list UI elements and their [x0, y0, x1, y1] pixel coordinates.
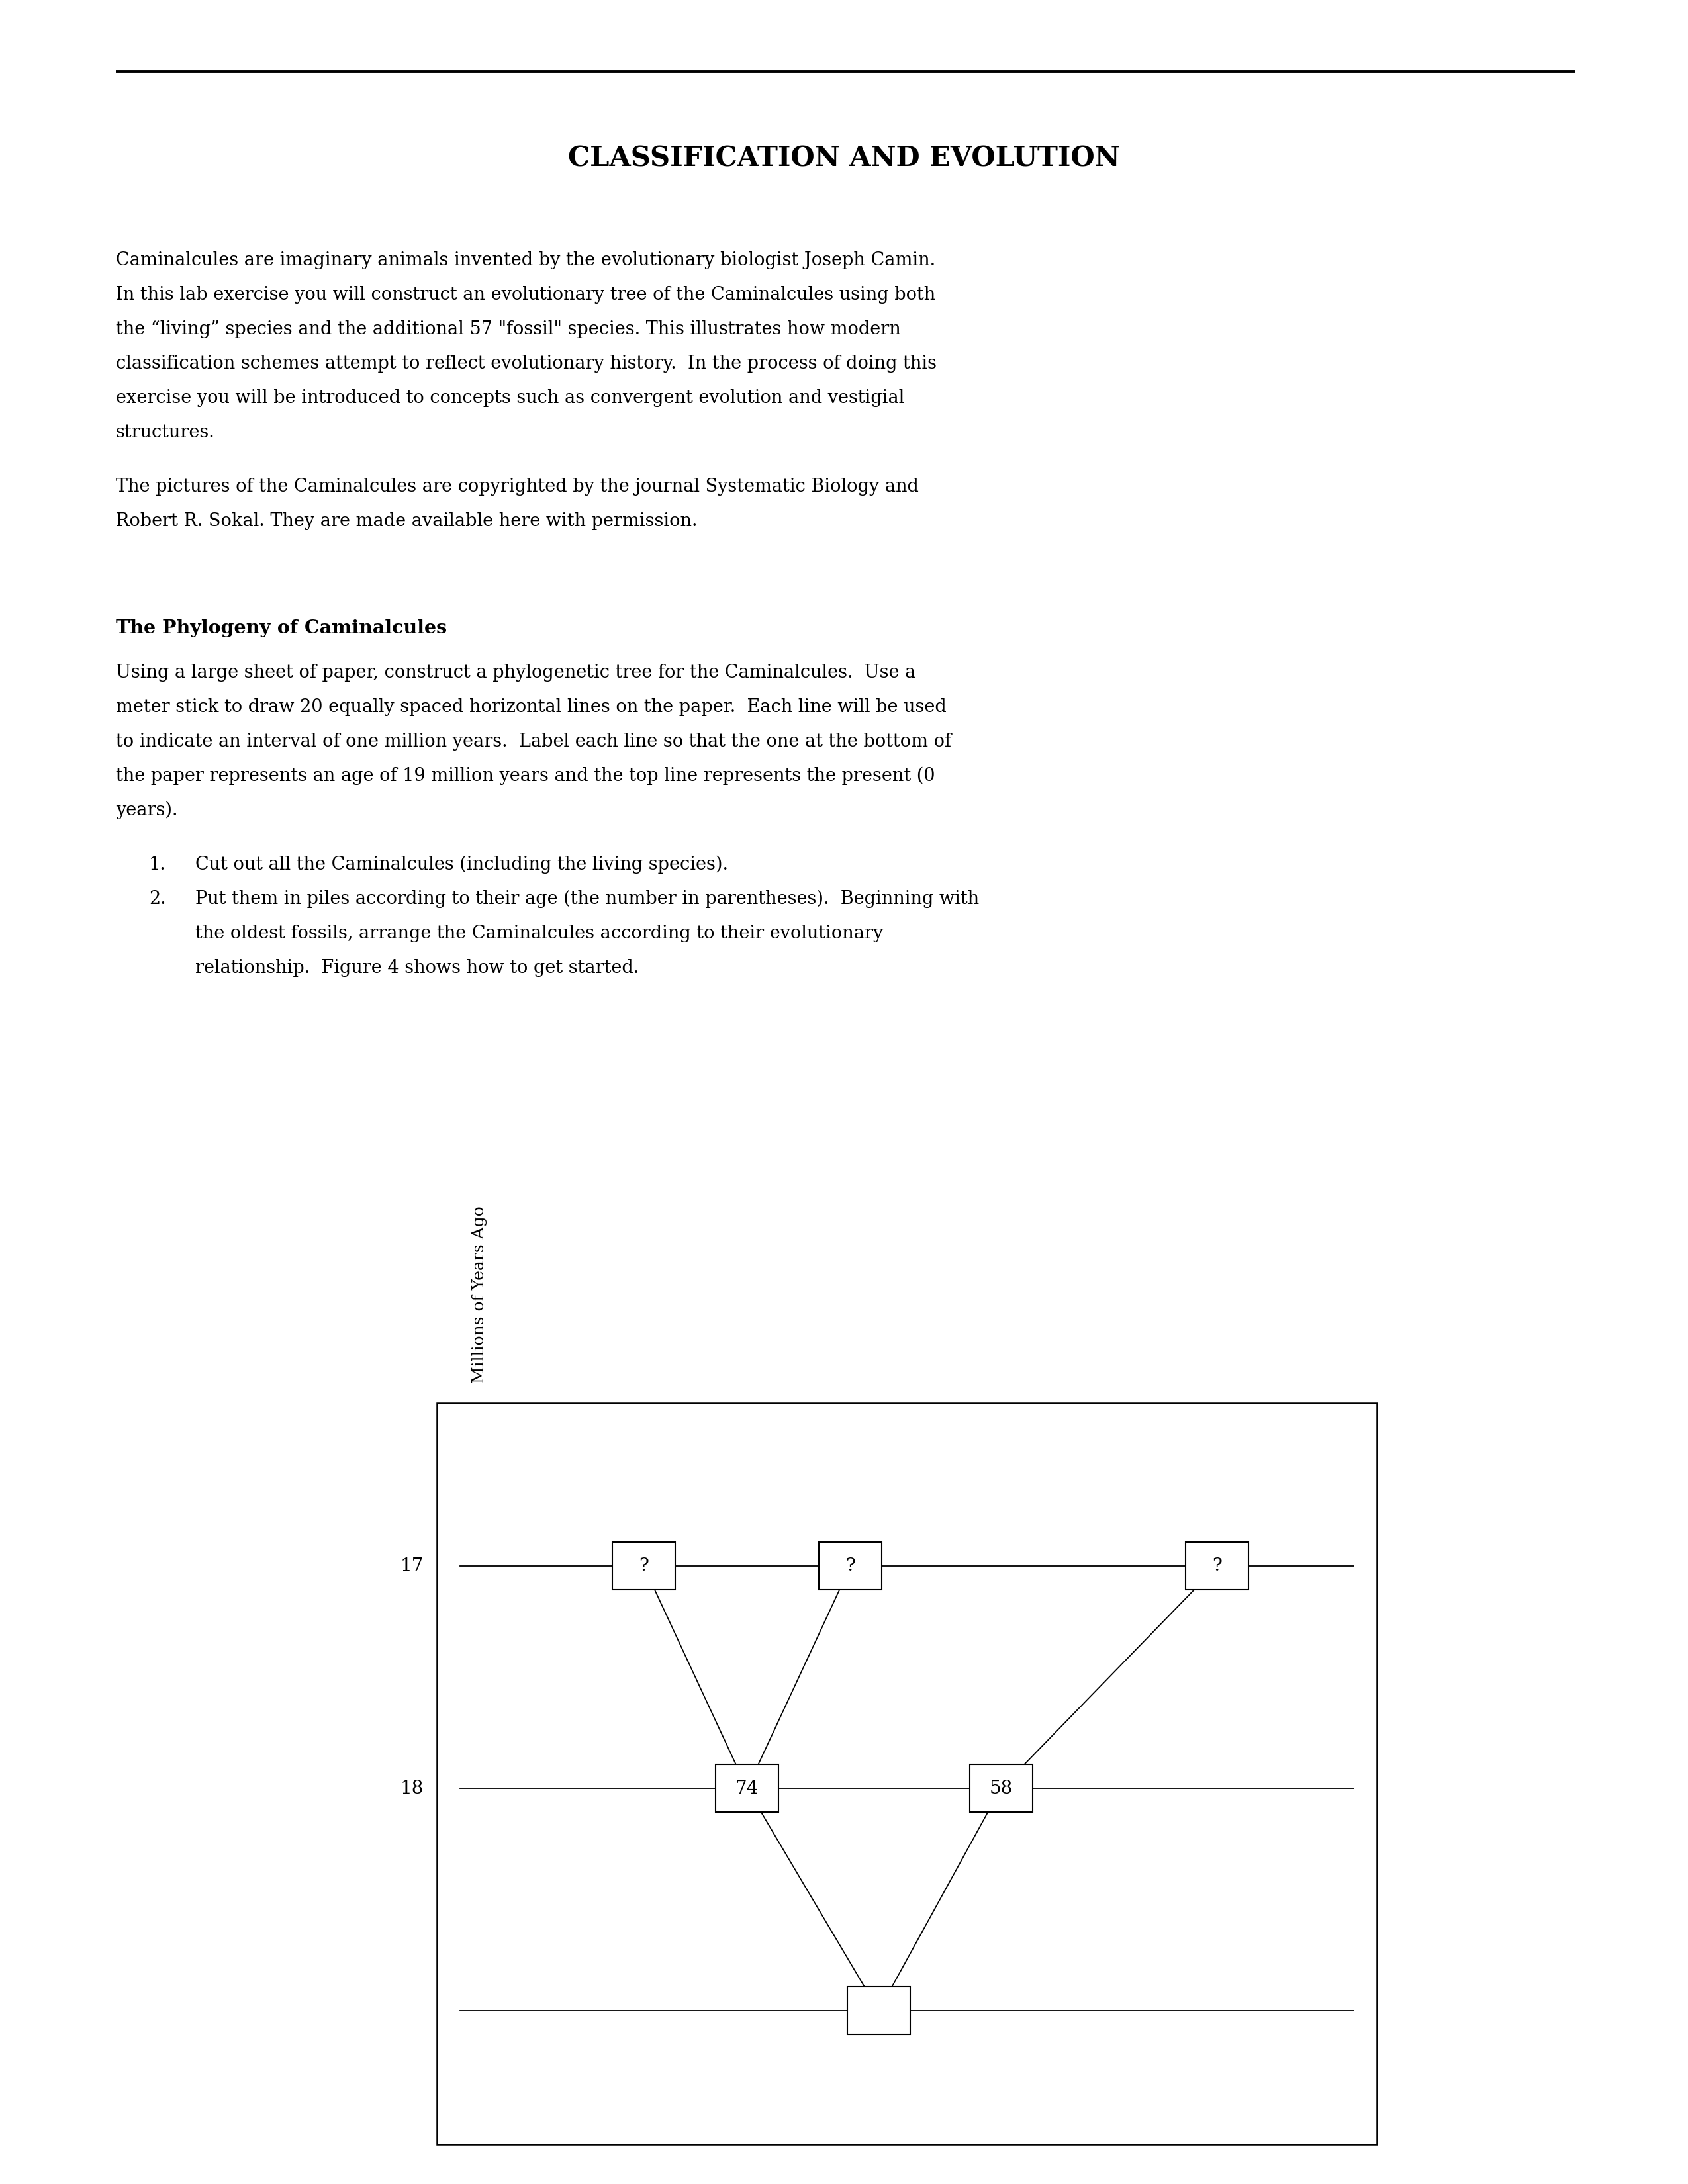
- Text: 18: 18: [400, 1780, 424, 1797]
- Text: 74: 74: [736, 1780, 760, 1797]
- Text: ?: ?: [638, 1557, 648, 1575]
- Text: meter stick to draw 20 equally spaced horizontal lines on the paper.  Each line : meter stick to draw 20 equally spaced ho…: [116, 699, 947, 716]
- Bar: [1185, 1542, 1249, 1590]
- Text: the “living” species and the additional 57 "fossil" species. This illustrates ho: the “living” species and the additional …: [116, 321, 901, 339]
- Text: ?: ?: [1212, 1557, 1222, 1575]
- Bar: [819, 1542, 881, 1590]
- Text: Put them in piles according to their age (the number in parentheses).  Beginning: Put them in piles according to their age…: [196, 891, 979, 909]
- Text: the paper represents an age of 19 million years and the top line represents the : the paper represents an age of 19 millio…: [116, 767, 935, 786]
- Text: The pictures of the Caminalcules are copyrighted by the journal Systematic Biolo: The pictures of the Caminalcules are cop…: [116, 478, 918, 496]
- Text: to indicate an interval of one million years.  Label each line so that the one a: to indicate an interval of one million y…: [116, 732, 952, 751]
- Bar: [969, 1765, 1033, 1813]
- Text: 58: 58: [989, 1780, 1013, 1797]
- Bar: [613, 1542, 675, 1590]
- Text: the oldest fossils, arrange the Caminalcules according to their evolutionary: the oldest fossils, arrange the Caminalc…: [196, 924, 883, 943]
- Text: ?: ?: [846, 1557, 856, 1575]
- Text: Cut out all the Caminalcules (including the living species).: Cut out all the Caminalcules (including …: [196, 856, 728, 874]
- Text: 1.: 1.: [149, 856, 165, 874]
- Text: Millions of Years Ago: Millions of Years Ago: [473, 1206, 488, 1382]
- Bar: [437, 1402, 1377, 2145]
- Text: structures.: structures.: [116, 424, 214, 441]
- Text: Robert R. Sokal. They are made available here with permission.: Robert R. Sokal. They are made available…: [116, 513, 697, 531]
- Text: CLASSIFICATION AND EVOLUTION: CLASSIFICATION AND EVOLUTION: [569, 144, 1119, 173]
- Bar: [847, 1987, 910, 2035]
- Text: Caminalcules are imaginary animals invented by the evolutionary biologist Joseph: Caminalcules are imaginary animals inven…: [116, 251, 935, 269]
- Text: The Phylogeny of Caminalcules: The Phylogeny of Caminalcules: [116, 620, 447, 638]
- Text: classification schemes attempt to reflect evolutionary history.  In the process : classification schemes attempt to reflec…: [116, 354, 937, 373]
- Text: In this lab exercise you will construct an evolutionary tree of the Caminalcules: In this lab exercise you will construct …: [116, 286, 935, 304]
- Text: years).: years).: [116, 802, 177, 819]
- Bar: [716, 1765, 778, 1813]
- Text: Using a large sheet of paper, construct a phylogenetic tree for the Caminalcules: Using a large sheet of paper, construct …: [116, 664, 915, 681]
- Text: relationship.  Figure 4 shows how to get started.: relationship. Figure 4 shows how to get …: [196, 959, 640, 976]
- Text: exercise you will be introduced to concepts such as convergent evolution and ves: exercise you will be introduced to conce…: [116, 389, 905, 406]
- Text: 2.: 2.: [149, 891, 165, 909]
- Text: 17: 17: [400, 1557, 424, 1575]
